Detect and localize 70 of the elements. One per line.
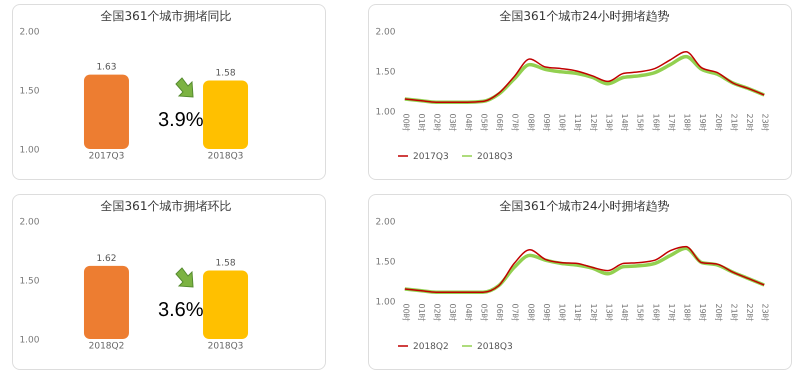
y-tick-label: 1.50 [19,276,40,286]
x-tick-label: 03时 [448,114,458,132]
x-tick-label: 05时 [479,114,488,132]
chart-title: 全国361个城市24小时拥堵趋势 [499,199,670,213]
y-tick-label: 1.50 [375,258,396,268]
x-tick-label: 13时 [604,114,614,132]
x-tick-label: 06时 [495,304,504,322]
data-label: 1.62 [96,254,116,264]
x-tick-label: 12时 [588,304,598,322]
y-tick-label: 1.00 [19,336,40,346]
x-tick-label: 17时 [666,114,676,132]
y-tick-label: 1.00 [375,108,396,118]
x-tick-label: 11时 [573,304,582,322]
y-tick-label: 1.50 [19,86,40,96]
x-tick-label: 04时 [464,114,473,132]
data-label: 1.58 [216,258,236,269]
x-tick-label: 19时 [698,304,708,322]
x-tick-label: 23时 [760,304,770,322]
chart-title: 全国361个城市拥堵同比 [100,9,232,23]
x-tick-label: 13时 [604,304,614,322]
y-tick-label: 2.00 [375,28,396,38]
x-tick-label: 17时 [666,304,676,322]
x-tick-label: 10时 [558,114,567,132]
x-tick-label: 16时 [651,304,660,322]
y-tick-label: 2.00 [19,28,40,38]
x-tick-label: 07时 [510,114,520,132]
x-tick-label: 01时 [416,304,426,322]
x-tick-label: 03时 [448,304,458,322]
x-tick-label: 01时 [416,114,426,132]
x-tick-label: 12时 [588,114,598,132]
x-tick-label: 08时 [526,304,536,322]
x-tick-label: 09时 [542,114,551,132]
x-tick-label: 18时 [682,304,692,322]
data-label: 1.58 [216,68,236,79]
y-tick-label: 2.00 [19,218,40,228]
y-tick-label: 1.00 [375,298,396,308]
data-label: 1.63 [96,62,116,73]
x-tick-label: 16时 [651,114,660,132]
x-tick-label: 11时 [573,114,582,132]
annotation: 3.6% [158,299,204,322]
x-tick-label: 14时 [620,114,630,132]
x-tick-label: 09时 [542,304,551,322]
x-tick-label: 23时 [760,114,770,132]
chart-title: 全国361个城市拥堵环比 [100,199,232,213]
x-tick-label: 22时 [745,114,754,132]
x-tick-label: 15时 [636,114,645,132]
x-tick-label: 10时 [558,304,567,322]
x-tick-label: 02时 [432,114,442,132]
x-tick-label: 15时 [636,304,645,322]
x-tick-label: 07时 [510,304,520,322]
x-tick-label: 05时 [479,304,488,322]
x-tick-label: 14时 [620,304,630,322]
y-tick-label: 2.00 [375,218,396,228]
x-tick-label: 22时 [745,304,754,322]
x-tick-label: 08时 [526,114,536,132]
y-tick-label: 1.00 [19,146,40,156]
x-tick-label: 18时 [682,114,692,132]
annotation: 3.9% [158,109,204,132]
y-tick-label: 1.50 [375,68,396,78]
x-tick-label: 00时 [401,304,410,322]
x-tick-label: 02时 [432,304,442,322]
x-tick-label: 20时 [714,114,723,132]
chart-title: 全国361个城市24小时拥堵趋势 [499,9,670,23]
x-tick-label: 04时 [464,304,473,322]
x-tick-label: 21时 [729,114,738,132]
x-tick-label: 00时 [401,114,410,132]
x-tick-label: 20时 [714,304,723,322]
x-tick-label: 21时 [729,304,738,322]
x-tick-label: 19时 [698,114,708,132]
x-tick-label: 06时 [495,114,504,132]
